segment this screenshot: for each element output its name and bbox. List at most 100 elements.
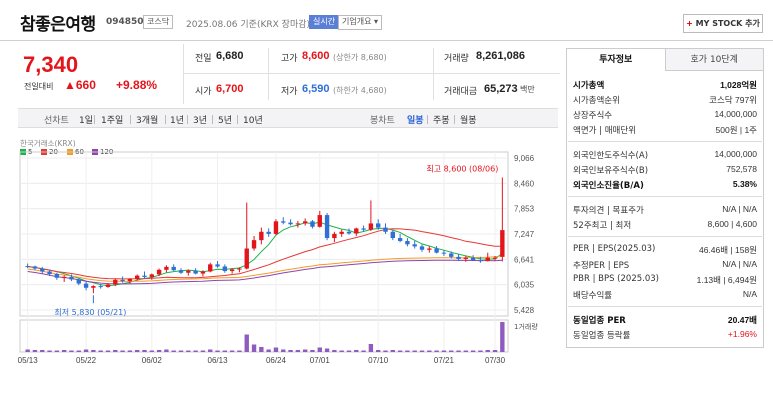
add-mystock-button[interactable]: + MY STOCK 추가	[683, 14, 763, 33]
volume-bar	[266, 349, 271, 352]
candle-body	[200, 271, 206, 274]
info-row-label: PBR | BPS (2025.03)	[573, 274, 659, 284]
candle-body	[251, 240, 257, 249]
info-row: 외국인한도주식수(A) 14,000,000	[573, 149, 757, 162]
candle-body	[229, 269, 235, 272]
candle-body	[105, 284, 111, 287]
change-value: ▲660	[64, 78, 96, 92]
candle-body	[368, 223, 374, 230]
candle-body	[434, 248, 439, 253]
info-row-label: 외국인소진율(B/A)	[573, 181, 644, 191]
candle-body	[91, 286, 96, 288]
volume-bar	[69, 350, 74, 352]
volume-bar	[317, 347, 322, 352]
info-row: 액면가 | 매매단위 500원 | 1주	[573, 124, 757, 137]
candle-body	[215, 264, 220, 267]
volume-bar	[485, 350, 490, 352]
period-5y[interactable]: 5년	[218, 116, 233, 126]
info-row-value: 1.13배 | 6,494원	[696, 275, 757, 285]
ma-line-20	[27, 228, 503, 280]
info-row-label: 동일업종 등락률	[573, 331, 631, 341]
price-chart[interactable]: 9,066 8,460 7,853 7,247 6,641 6,035 5,428 05/13…	[18, 130, 558, 370]
candle-body	[54, 273, 60, 278]
realtime-badge[interactable]: 실시간	[309, 15, 340, 29]
candle-daily[interactable]: 일봉	[407, 116, 424, 126]
low-label: 저가	[281, 87, 298, 97]
y-tick-label: 6,641	[514, 255, 535, 264]
candle-body	[25, 266, 30, 268]
info-row: PBR | BPS (2025.03) 1.13배 | 6,494원	[573, 274, 757, 287]
candle-body	[164, 266, 169, 270]
info-row-value: 14,000,000	[714, 149, 757, 159]
info-row-value: N/A | N/A	[722, 259, 757, 269]
volume-bar	[171, 350, 176, 352]
candle-body	[456, 256, 461, 259]
info-row: 상장주식수 14,000,000	[573, 109, 757, 122]
volume-bar	[361, 350, 366, 352]
volume-bar	[302, 349, 308, 352]
period-1w[interactable]: 1주일	[101, 116, 124, 126]
candle-body	[485, 257, 490, 262]
volume-bar	[98, 350, 103, 352]
line-chart-label: 선차트	[44, 116, 69, 126]
candle-body	[266, 231, 271, 234]
info-row-label: 외국인한도주식수(A)	[573, 151, 649, 161]
period-1y[interactable]: 1년	[170, 116, 185, 126]
volume-bar	[441, 350, 447, 352]
volume-bar	[376, 350, 381, 352]
tab-orderbook[interactable]: 호가 10단계	[665, 49, 763, 71]
info-row-label: PER | EPS(2025.03)	[573, 244, 656, 254]
candle-weekly[interactable]: 주봉	[433, 116, 450, 126]
volume-label: 거래량	[444, 54, 469, 64]
period-10y[interactable]: 10년	[243, 116, 263, 126]
data-source-label: 한국거래소(KRX)	[20, 139, 76, 148]
volume-bar	[368, 344, 374, 352]
period-1d[interactable]: 1일	[79, 116, 94, 126]
candle-body	[32, 266, 38, 269]
candle-body	[317, 215, 322, 227]
candle-body	[259, 231, 264, 241]
volume-bar	[208, 349, 213, 352]
info-row-value: 5.38%	[732, 179, 757, 189]
low-annotation: 최저 5,830 (05/21)	[54, 307, 126, 317]
volume-bar	[273, 347, 279, 352]
candle-body	[346, 231, 352, 234]
tab-investment-info[interactable]: 투자정보	[567, 49, 666, 71]
x-tick-label: 06/13	[208, 356, 229, 365]
volume-value: 8,261,086	[476, 50, 525, 62]
candle-body	[492, 257, 498, 259]
company-info-dropdown[interactable]: 기업개요 ▾	[338, 15, 382, 30]
period-3m[interactable]: 3개월	[136, 116, 159, 126]
y-tick-label: 6,035	[514, 281, 535, 290]
period-3y[interactable]: 3년	[193, 116, 208, 126]
info-row-label: 외국인보유주식수(B)	[573, 166, 649, 176]
candle-body	[449, 253, 454, 257]
info-row-value: +1.96%	[727, 329, 757, 339]
date-basis: 2025.08.06 기준(KRX 장마감)	[186, 20, 311, 30]
candle-body	[142, 275, 147, 277]
volume-bar	[456, 350, 461, 352]
info-row-label: 추정PER | EPS	[573, 261, 630, 271]
info-row-label: 시가총액	[573, 81, 605, 91]
change-percent: +9.88%	[116, 78, 158, 92]
volume-bar	[83, 349, 89, 352]
volume-bar	[434, 350, 439, 352]
current-price: 7,340	[23, 52, 79, 77]
high-annotation: 최고 8,600 (08/06)	[426, 163, 498, 173]
prev-close-value: 6,680	[216, 50, 244, 62]
x-tick-label: 07/10	[368, 356, 389, 365]
candle-body	[186, 270, 191, 273]
volume-bar	[120, 350, 125, 352]
candle-body	[390, 231, 395, 239]
candle-body	[193, 270, 198, 274]
candle-body	[237, 268, 242, 270]
volume-bar	[142, 350, 147, 352]
candle-monthly[interactable]: 월봉	[460, 116, 477, 126]
candle-body	[98, 286, 103, 288]
amount-label: 거래대금	[444, 87, 478, 97]
volume-bar	[288, 350, 293, 352]
candle-body	[332, 233, 337, 239]
y-tick-label: 7,853	[514, 205, 535, 214]
candle-body	[397, 238, 403, 241]
candle-body	[127, 278, 133, 282]
